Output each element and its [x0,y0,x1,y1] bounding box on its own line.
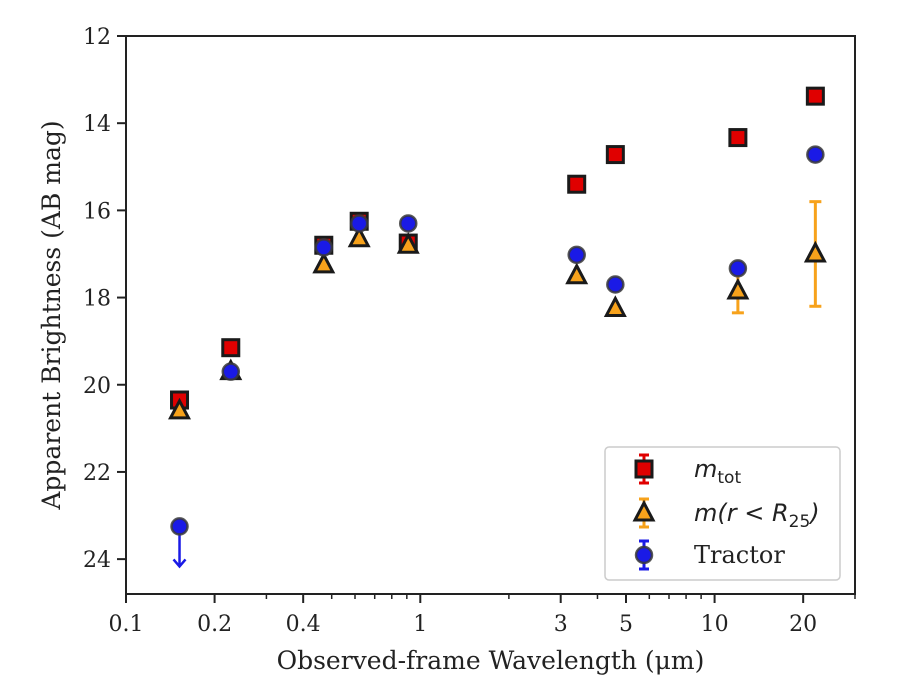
data-point-square [221,338,241,358]
x-tick-label: 0.1 [109,612,144,637]
legend-label: Tractor [694,541,785,569]
series-square [170,86,825,410]
upper-limit-arrow [172,558,187,569]
x-axis-label: Observed-frame Wavelength (μm) [277,646,705,675]
data-point-triangle [347,225,371,248]
data-point-circle [567,245,586,265]
y-tick-label: 24 [83,548,111,573]
x-tick-labels: 0.1 0.2 0.4 1 3 5 10 20 [109,612,818,637]
data-point-square [567,174,587,194]
x-tick-label: 1 [413,612,427,637]
legend-entry: Tractor [634,539,785,571]
y-tick-labels: 12 14 16 18 20 22 24 [83,25,111,573]
data-point-triangle [603,295,627,317]
legend-marker-triangle [632,499,656,522]
y-tick-label: 22 [83,461,111,486]
data-point-circle [314,238,334,257]
series-circle [170,145,825,569]
major-ticks [117,35,805,603]
y-tick-label: 14 [83,112,111,137]
data-point-triangle [168,397,192,420]
x-tick-label: 5 [619,612,633,637]
legend-label: mtot [694,455,741,488]
legend-label: m(r < R25) [694,499,820,532]
legend-entry: mtot [634,453,741,488]
plot-frame [125,35,856,595]
y-tick-label: 16 [83,199,111,224]
x-tick-label: 0.2 [197,612,232,637]
data-point-circle [349,214,369,233]
data-point-circle [398,214,418,233]
y-axis-label: Apparent Brightness (AB mag) [37,120,66,510]
x-tick-label: 0.4 [286,612,321,637]
data-point-triangle [565,262,589,285]
x-tick-label: 10 [701,612,729,637]
data-point-circle [728,259,748,278]
data-point-circle [806,145,825,164]
x-tick-label: 3 [554,612,568,637]
series-triangle [168,200,827,420]
data-point-triangle [803,240,827,263]
plot-marks [168,86,827,569]
y-tick-label: 18 [83,287,111,312]
x-tick-label: 20 [789,612,817,637]
data-point-triangle [726,277,750,300]
data-point-square [728,128,748,148]
legend: mtot m(r < R25) Tractor [604,446,841,581]
legend-marker-square [634,459,654,479]
data-point-circle [606,275,625,294]
legend-marker-circle [634,545,654,565]
data-point-square [805,86,825,106]
y-tick-label: 20 [83,374,111,399]
data-point-circle [170,517,189,536]
data-point-triangle [312,251,336,274]
legend-entry: m(r < R25) [632,497,820,532]
data-point-square [605,145,625,165]
legend-box [604,446,841,581]
data-point-circle [221,362,241,381]
data-point-triangle [396,232,420,254]
y-tick-label: 12 [83,25,111,50]
